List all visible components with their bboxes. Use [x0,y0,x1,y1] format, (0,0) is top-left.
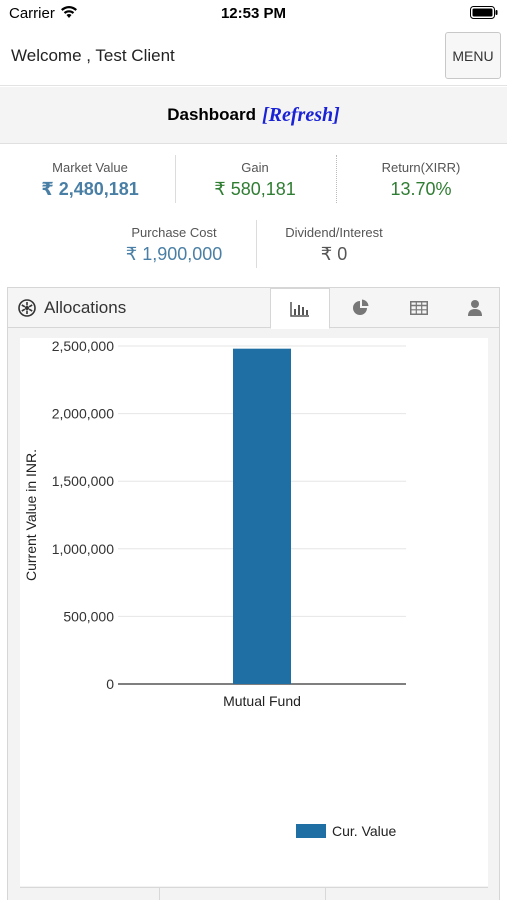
return-xirr-value: 13.70% [390,179,452,199]
status-bar: Carrier 12:53 PM [0,0,507,30]
battery-icon [470,6,498,24]
dividend-interest-label: Dividend/Interest [285,225,383,240]
gain-value: ₹ 580,181 [214,179,296,199]
dashboard-bar: Dashboard [Refresh] [0,87,507,144]
tab-bar-chart[interactable] [270,288,330,329]
purchase-cost-value: ₹ 1,900,000 [125,244,223,264]
welcome-text: Welcome , Test Client [11,46,175,65]
market-value-label: Market Value [52,160,128,175]
x-category-label: Mutual Fund [223,693,301,709]
market-value-value: ₹ 2,480,181 [41,179,139,199]
gain-label: Gain [241,160,269,175]
dashboard-title: Dashboard [167,105,257,124]
allocations-bar-chart: 0 500,000 1,000,000 1,500,000 2,000,000 2,500… [23,338,406,839]
wifi-icon [60,5,78,24]
tab-pie-chart[interactable] [333,288,389,328]
settings-icon [18,299,36,317]
tab-user[interactable] [447,288,503,328]
table-column-divider [325,887,326,900]
allocations-panel: Allocations [7,287,500,900]
allocation-table-header [20,887,488,900]
purchase-cost-stat: Purchase Cost ₹ 1,900,000 [90,225,258,265]
bar-chart-icon [290,301,309,317]
return-xirr-label: Return(XIRR) [381,160,461,175]
pie-chart-icon [353,299,369,315]
y-axis-label: Current Value in INR. [23,449,39,581]
allocations-title-text: Allocations [44,298,127,317]
status-time: 12:53 PM [220,5,287,22]
menu-button[interactable]: MENU [445,32,501,79]
chart-area: 0 500,000 1,000,000 1,500,000 2,000,000 2,500… [20,338,488,886]
allocations-header: Allocations [8,288,499,329]
y-tick-label: 500,000 [63,608,114,624]
table-column-divider [159,887,160,900]
refresh-link[interactable]: [Refresh] [262,103,340,126]
market-value-stat: Market Value ₹ 2,480,181 [5,160,175,200]
y-tick-label: 2,000,000 [52,406,114,422]
gain-stat: Gain ₹ 580,181 [170,160,340,200]
user-icon [468,300,482,316]
dividend-interest-stat: Dividend/Interest ₹ 0 [254,225,414,265]
y-tick-label: 1,000,000 [52,541,114,557]
legend-label: Cur. Value [332,823,397,839]
stat-divider [256,220,257,268]
dividend-interest-value: ₹ 0 [320,244,348,264]
carrier-label: Carrier [9,5,55,22]
return-xirr-stat: Return(XIRR) 13.70% [336,160,506,200]
purchase-cost-label: Purchase Cost [131,225,217,240]
allocations-title: Allocations [18,298,126,318]
table-icon [410,301,428,315]
bar [233,348,291,684]
tab-table[interactable] [391,288,447,328]
legend-swatch [296,824,326,838]
y-tick-label: 1,500,000 [52,473,114,489]
stat-divider [336,155,337,203]
top-header: Welcome , Test Client MENU [0,30,507,86]
y-tick-label: 0 [106,676,114,692]
y-tick-label: 2,500,000 [52,338,114,354]
stat-divider [175,155,176,203]
